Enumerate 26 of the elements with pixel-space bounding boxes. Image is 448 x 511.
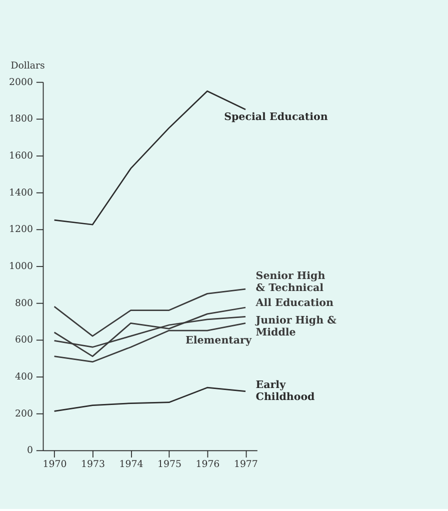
y-tick-label: 1200 xyxy=(9,224,33,236)
y-tick-label: 600 xyxy=(15,334,33,346)
x-tick-label: 1970 xyxy=(42,458,67,470)
y-tick-label: 400 xyxy=(15,372,33,383)
y-tick-label: 2000 xyxy=(9,76,33,88)
x-tick-label: 1975 xyxy=(157,458,182,470)
x-tick-label: 1976 xyxy=(196,458,220,470)
series-label: Elementary xyxy=(186,334,252,347)
y-axis-title: Dollars xyxy=(10,60,46,72)
y-tick-label: 1000 xyxy=(9,261,33,272)
y-tick-label: 1800 xyxy=(9,114,33,125)
x-tick-label: 1974 xyxy=(119,458,144,470)
x-tick-label: 1977 xyxy=(234,458,258,470)
series-label: All Education xyxy=(254,296,334,309)
y-tick-label: 1400 xyxy=(9,187,33,198)
y-tick-label: 0 xyxy=(26,445,33,456)
y-tick-label: 200 xyxy=(15,408,33,420)
line-series xyxy=(54,288,246,337)
y-tick-label: 800 xyxy=(15,298,33,309)
series-label: Special Education xyxy=(224,110,328,123)
line-series xyxy=(54,386,246,412)
y-tick-label: 1600 xyxy=(9,150,33,162)
series-label: Senior High & Technical xyxy=(256,270,326,294)
series-label: Junior High & Middle xyxy=(254,314,338,339)
series-label: Early Childhood xyxy=(256,378,315,403)
x-tick-label: 1973 xyxy=(80,458,105,470)
